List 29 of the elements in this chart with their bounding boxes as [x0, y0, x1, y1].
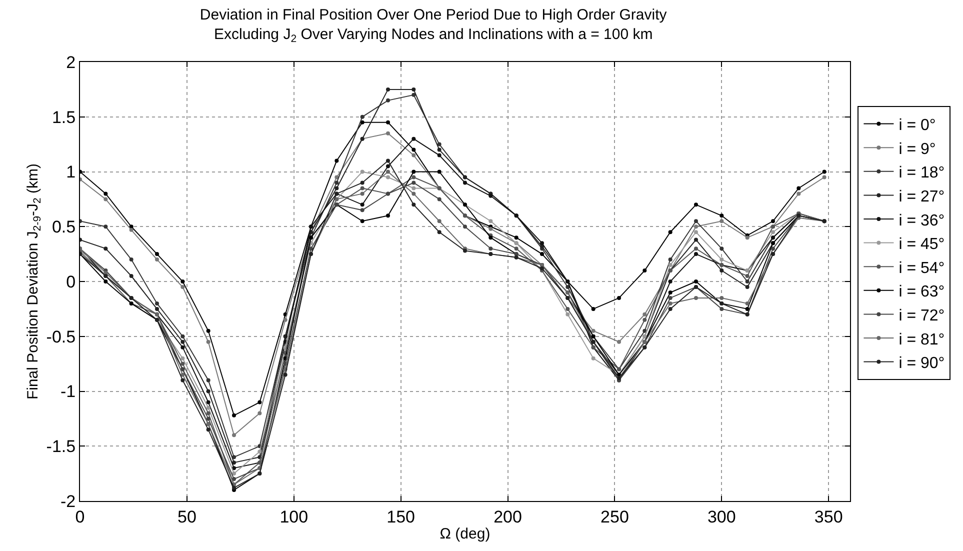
- x-tick-label: 100: [280, 507, 308, 526]
- legend-label: i = 54°: [898, 260, 945, 277]
- x-tick-label: 300: [707, 507, 736, 526]
- legend-label: i = 9°: [898, 140, 936, 158]
- x-tick-label: 150: [386, 507, 416, 526]
- legend-label: i = 81°: [898, 331, 945, 348]
- chart-title: Deviation in Final Position Over One Period Due to High Order Gravity Excluding J$_{2}$ Over Varying Nodes and Inclinations with a = 100 km: [200, 6, 668, 46]
- legend-label: i = 63°: [898, 284, 945, 301]
- y-tick-label: -2: [60, 492, 76, 511]
- y-tick-label: -0.5: [46, 327, 76, 346]
- y-tick-label: 0.5: [52, 218, 76, 237]
- y-tick-label: 2: [66, 52, 76, 72]
- legend-label: i = 72°: [898, 307, 945, 324]
- legend-label: i = 18°: [898, 164, 945, 182]
- x-tick-label: 200: [494, 507, 522, 526]
- y-tick-label: -1.5: [46, 437, 76, 456]
- x-tick-label: 50: [177, 507, 196, 526]
- legend-label: i = 90°: [898, 355, 945, 372]
- y-tick-label: 1.5: [52, 108, 76, 127]
- x-tick-label: 350: [814, 507, 843, 526]
- x-tick-label: 250: [600, 507, 629, 526]
- legend-label: i = 27°: [898, 188, 945, 206]
- y-tick-label: 1: [66, 162, 76, 182]
- legend-label: i = 36°: [898, 212, 945, 230]
- legend-label: i = 45°: [898, 236, 945, 254]
- legend-label: i = 0°: [898, 117, 936, 134]
- y-tick-label: -1: [60, 382, 76, 402]
- y-tick-label: 0: [66, 272, 76, 292]
- x-axis-title: Ω (deg): [440, 525, 490, 542]
